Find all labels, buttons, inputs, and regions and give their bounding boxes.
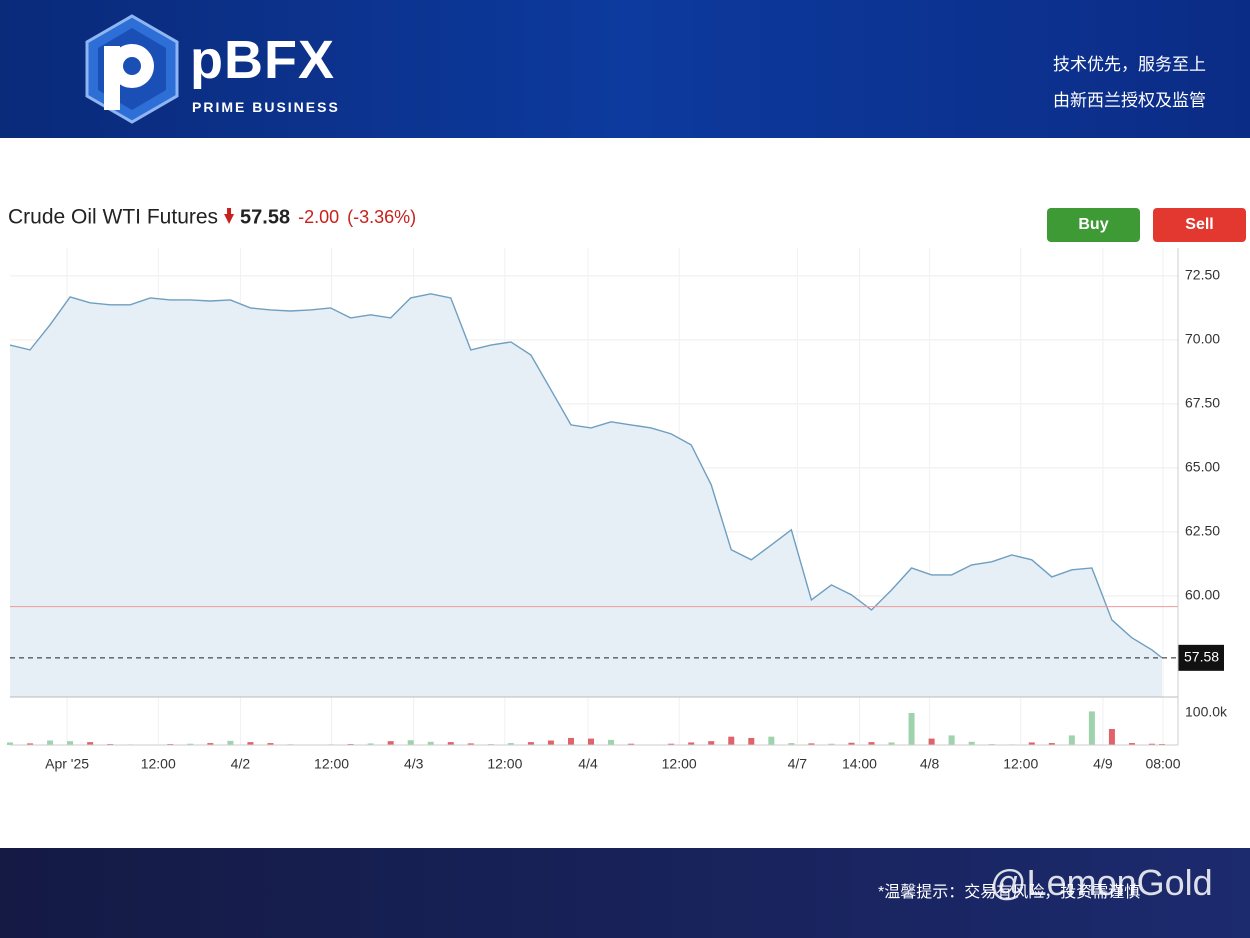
volume-bar (688, 742, 695, 745)
volume-bar (608, 739, 615, 745)
x-tick-label: 14:00 (842, 756, 877, 772)
volume-bar (27, 743, 34, 745)
volume-bar (1088, 711, 1095, 745)
price-line (9, 293, 1163, 659)
x-tick-label: 4/7 (788, 756, 808, 772)
volume-bar (207, 743, 214, 745)
x-tick-label: Apr '25 (45, 756, 89, 772)
y-tick-label: 72.50 (1185, 267, 1220, 283)
price: 57.58 (240, 206, 290, 228)
volume-bar (1128, 743, 1135, 745)
volume-tick-label: 100.0k (1185, 704, 1228, 720)
volume-bar (868, 742, 875, 745)
y-tick-label: 60.00 (1185, 587, 1220, 603)
volume-bar (808, 743, 815, 745)
volume-bar (467, 743, 474, 745)
volume-bar (828, 743, 835, 745)
volume-bar (768, 736, 775, 745)
volume-bar (708, 741, 715, 745)
volume-bar (728, 736, 735, 745)
tagline: 技术优先，服务至上 (1053, 55, 1206, 74)
x-tick-label: 12:00 (487, 756, 522, 772)
volume-bar (427, 741, 434, 745)
volume-bar (507, 743, 514, 745)
x-tick-label: 4/9 (1093, 756, 1113, 772)
change-pct: (-3.36%) (347, 207, 416, 227)
change-arrow (224, 214, 235, 224)
volume-bar (928, 738, 935, 745)
header: pBFX PRIME BUSINESS 技术优先，服务至上 由新西兰授权及监管 (0, 0, 1250, 138)
x-tick-label: 4/3 (404, 756, 424, 772)
volume-bar (527, 742, 534, 745)
x-tick-label: 08:00 (1145, 756, 1180, 772)
watermark: @LemonGold (990, 862, 1213, 903)
tagline: 由新西兰授权及监管 (1053, 91, 1206, 110)
volume-bar (1148, 743, 1155, 745)
last-price-label: 57.58 (1184, 649, 1219, 665)
volume-bar (367, 743, 374, 745)
brand-sub: PRIME BUSINESS (192, 99, 340, 115)
volume-bar (848, 742, 855, 745)
x-tick-label: 12:00 (314, 756, 349, 772)
volume-bar (87, 742, 94, 745)
volume-bar (567, 737, 574, 745)
volume-bar (267, 743, 274, 745)
volume-bar (788, 743, 795, 745)
x-tick-label: 4/8 (920, 756, 940, 772)
x-tick-label: 12:00 (1003, 756, 1038, 772)
change-arrow-stem (227, 208, 232, 214)
chart-title: Crude Oil WTI Futures (8, 206, 218, 229)
volume-bar (948, 735, 955, 745)
x-tick-label: 12:00 (141, 756, 176, 772)
volume-bar (888, 742, 895, 745)
volume-bar (1048, 743, 1055, 745)
volume-bar (187, 743, 194, 745)
chart: Crude Oil WTI Futures 57.58 -2.00 (-3.36%)… (7, 206, 1228, 772)
volume-bar (47, 740, 54, 745)
footer: *温馨提示：交易有风险，投资需谨慎 @LemonGold (0, 848, 1250, 938)
y-tick-label: 67.50 (1185, 395, 1220, 411)
notice: *温馨提示：交易有风险，投资需谨慎 (878, 884, 1141, 901)
x-tick-label: 4/2 (231, 756, 251, 772)
volume-bar (628, 743, 635, 745)
volume-bar (227, 740, 234, 745)
price-area (10, 293, 1162, 697)
logo (85, 14, 179, 124)
volume-bar (968, 741, 975, 745)
x-tick-label: 12:00 (662, 756, 697, 772)
x-tick-label: 4/4 (578, 756, 598, 772)
brand: pBFX (190, 30, 335, 90)
last-price-tag (1178, 644, 1224, 671)
buy-button[interactable]: Buy (1047, 208, 1140, 242)
volume-bar (1028, 742, 1035, 745)
volume-bar (1068, 735, 1075, 745)
volume-bar (1108, 729, 1115, 745)
sell-button[interactable]: Sell (1153, 208, 1246, 242)
volume-bar (67, 741, 74, 745)
volume-bar (748, 737, 755, 745)
volume-bar (7, 742, 13, 745)
volume-bar (387, 741, 394, 745)
volume-bar (547, 740, 554, 745)
volume-bar (247, 742, 254, 745)
volume-bar (407, 740, 414, 745)
y-tick-label: 70.00 (1185, 331, 1220, 347)
change: -2.00 (298, 207, 339, 227)
volume-bar (447, 742, 454, 745)
y-tick-label: 65.00 (1185, 459, 1220, 475)
volume-bar (908, 713, 915, 745)
volume-bar (588, 738, 595, 745)
y-tick-label: 62.50 (1185, 523, 1220, 539)
volume-bar (668, 743, 675, 745)
